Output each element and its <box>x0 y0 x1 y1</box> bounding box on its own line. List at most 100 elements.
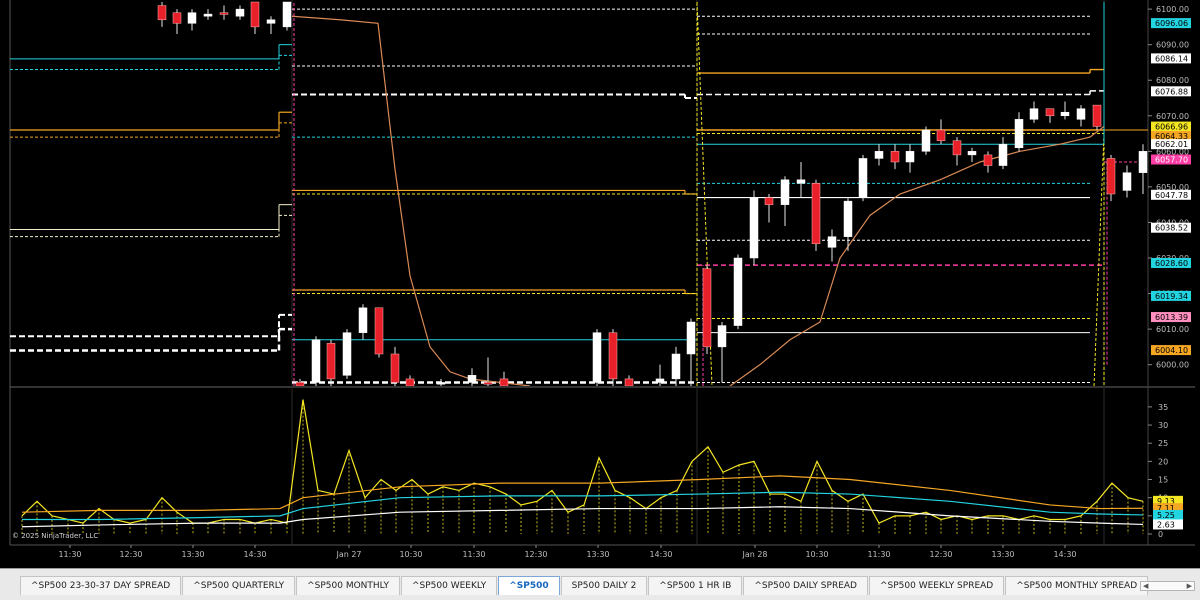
indicator-line <box>22 491 1144 521</box>
price-label-box <box>1151 121 1191 132</box>
price-label: 6086.14 <box>1155 54 1188 63</box>
indicator-value-box <box>1153 519 1183 530</box>
chart-tab[interactable]: ^SP500 QUARTERLY <box>182 575 296 595</box>
vwap-line <box>729 125 1105 386</box>
price-label-box <box>1151 130 1191 141</box>
time-tick-label: 13:30 <box>586 550 609 559</box>
horizontal-scrollbar[interactable]: ◀ ▶ <box>1140 581 1195 591</box>
chart-tab[interactable]: ^SP500 WEEKLY <box>401 575 498 595</box>
scroll-right-icon[interactable]: ▶ <box>1186 582 1192 590</box>
time-tick-label: 10:30 <box>399 550 422 559</box>
candle-down <box>157 5 167 21</box>
time-tick-label: 12:30 <box>929 550 952 559</box>
candle-down <box>811 183 821 245</box>
chart-tab[interactable]: ^SP500 DAILY SPREAD <box>743 575 868 595</box>
candle-up <box>780 179 790 205</box>
indicator-tick-label: 0 <box>1158 530 1163 539</box>
candle-down <box>983 154 993 166</box>
price-label-box <box>1151 139 1191 150</box>
candle-up <box>671 353 681 380</box>
indicator-tick-label: 15 <box>1158 476 1168 485</box>
price-label: 6004.10 <box>1155 346 1188 355</box>
candle-up <box>282 1 292 28</box>
chart-tab[interactable]: ^SP500 1 HR IB <box>648 575 743 595</box>
price-tick-label: 6100.00 <box>1156 5 1189 14</box>
candle-up <box>1076 108 1086 120</box>
price-label: 6062.01 <box>1155 140 1188 149</box>
candle-up <box>905 151 915 163</box>
indicator-tick-label: 20 <box>1158 457 1168 466</box>
vwap-line <box>291 15 531 386</box>
candle-up <box>967 151 977 156</box>
time-tick-label: 13:30 <box>991 550 1014 559</box>
candle-down <box>764 197 774 205</box>
candle-down <box>1106 158 1116 195</box>
price-tick-label: 6060.00 <box>1156 147 1189 156</box>
candle-up <box>1014 119 1024 149</box>
chart-tab[interactable]: SP500 DAILY 2 <box>560 575 648 595</box>
time-tick-label: 10:30 <box>805 550 828 559</box>
chart-area[interactable]: 6000.006010.006020.006030.006040.006050.… <box>0 0 1200 568</box>
price-label-box <box>1151 86 1191 97</box>
price-label: 6019.34 <box>1155 292 1188 301</box>
candle-up <box>1060 111 1070 117</box>
indicator-tick-label: 30 <box>1158 421 1168 430</box>
time-tick-label: 11:30 <box>462 550 485 559</box>
scroll-left-icon[interactable]: ◀ <box>1143 582 1149 590</box>
candle-down <box>483 382 493 385</box>
time-tick-label: Jan 28 <box>741 550 767 559</box>
time-axis: 11:30 12:30 13:30 14:30 Jan 27 10:30 11:30 12:3… <box>58 545 1077 559</box>
price-label-box <box>1151 290 1191 301</box>
chart-tab[interactable]: ^SP500 WEEKLY SPREAD <box>868 575 1005 595</box>
guide-line <box>1093 133 1105 386</box>
candle-up <box>858 158 868 198</box>
price-label: 6064.33 <box>1155 132 1188 141</box>
candle-down <box>952 140 962 156</box>
candle-down <box>499 378 509 386</box>
time-tick-label: 14:30 <box>649 550 672 559</box>
candle-down <box>326 343 336 380</box>
candle-up <box>998 143 1008 166</box>
indicator-tick-label: 25 <box>1158 439 1168 448</box>
candle-up <box>467 375 477 383</box>
indicator-panel[interactable]: 051015202530359.137.115.252.63 <box>21 399 1183 539</box>
tab-strip: ^SP500 23-30-37 DAY SPREAD ^SP500 QUARTER… <box>20 575 1173 595</box>
candle-up <box>342 332 352 376</box>
candle-up <box>1029 108 1039 120</box>
indicator-value-box <box>1153 503 1183 514</box>
price-tick-label: 6080.00 <box>1156 76 1189 85</box>
time-tick-label: 13:30 <box>181 550 204 559</box>
chart-tab[interactable]: ^SP500 <box>498 575 560 595</box>
price-tick-label: 6090.00 <box>1156 41 1189 50</box>
price-panel[interactable]: 6000.006010.006020.006030.006040.006050.… <box>9 0 1195 546</box>
time-tick-label: 14:30 <box>243 550 266 559</box>
price-label: 6076.88 <box>1155 87 1188 96</box>
indicator-tick-label: 35 <box>1158 403 1168 412</box>
chart-tab-bar: ^SP500 23-30-37 DAY SPREAD ^SP500 QUARTER… <box>0 568 1200 600</box>
price-label-box <box>1151 53 1191 64</box>
time-tick-label: 12:30 <box>119 550 142 559</box>
price-label: 6028.60 <box>1155 259 1188 268</box>
price-label: 6057.70 <box>1155 156 1188 165</box>
candle-down <box>702 268 712 348</box>
chart-tab[interactable]: ^SP500 MONTHLY SPREAD <box>1005 575 1149 595</box>
candle-up <box>733 257 743 326</box>
indicator-value-label: 9.13 <box>1157 497 1175 506</box>
candle-up <box>749 197 759 259</box>
candle-up <box>311 339 321 383</box>
price-label-box <box>1151 154 1191 165</box>
candle-down <box>608 332 618 380</box>
candle-up <box>187 12 197 24</box>
indicator-line <box>21 475 1144 513</box>
candle-down <box>250 1 260 28</box>
indicator-value-label: 5.25 <box>1157 511 1175 520</box>
time-tick-label: 11:30 <box>867 550 890 559</box>
chart-tab[interactable]: ^SP500 23-30-37 DAY SPREAD <box>20 575 182 595</box>
price-label: 6047.78 <box>1155 191 1188 200</box>
price-label: 6066.96 <box>1155 123 1188 132</box>
price-label-box <box>1151 345 1191 356</box>
candle-up <box>686 321 696 355</box>
indicator-value-label: 2.63 <box>1157 520 1175 529</box>
chart-tab[interactable]: ^SP500 MONTHLY <box>296 575 400 595</box>
candle-down <box>295 382 305 386</box>
